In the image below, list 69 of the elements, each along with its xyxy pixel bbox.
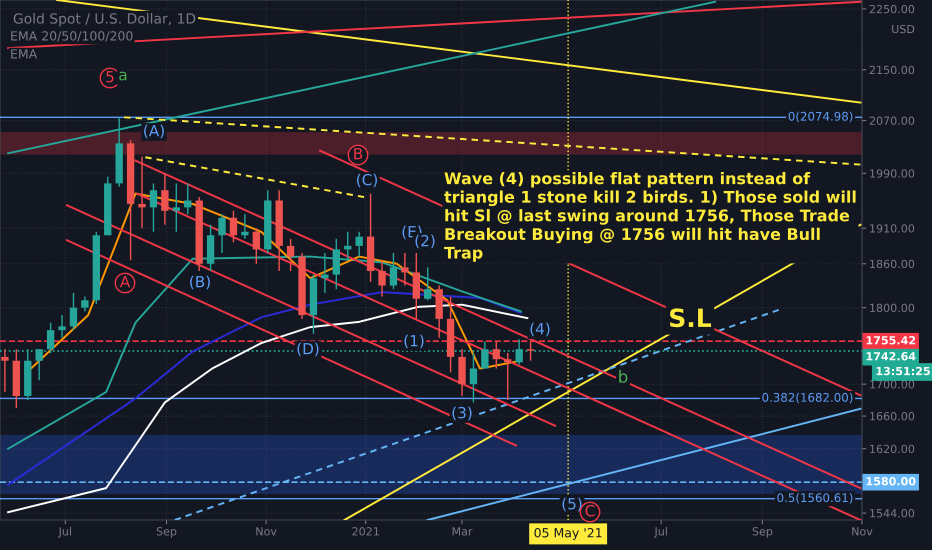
x-tick-label: Nov	[852, 527, 873, 536]
annotation: (1)	[404, 334, 424, 348]
candlestick	[355, 231, 363, 258]
text: Gold Spot / U.S. Dollar, 1D	[14, 13, 196, 26]
ref-line-label: 0.382(1682.00)	[762, 392, 852, 404]
candlestick	[286, 238, 294, 272]
ref-line-label: 0.5(1560.61)	[777, 493, 852, 504]
y-tick-label: 1910.00	[870, 224, 914, 233]
candlestick	[172, 182, 180, 232]
x-tick-label: 2021	[352, 527, 379, 536]
annotation: A	[120, 276, 130, 288]
candlestick	[218, 214, 226, 254]
annotation: (C)	[357, 174, 377, 188]
candlestick	[526, 340, 534, 362]
candlestick	[401, 252, 409, 286]
candlestick	[1, 348, 9, 393]
y-tick-label: 1860.00	[870, 260, 914, 268]
y-tick-label: 2150.00	[870, 66, 914, 74]
candlestick	[184, 182, 192, 215]
annotation: a	[119, 72, 126, 80]
x-tick-label: Sep	[752, 527, 772, 538]
candlestick	[252, 228, 260, 264]
candlestick	[161, 172, 169, 226]
y-tick-label: 2070.00	[870, 116, 914, 125]
annotation: S.L	[670, 308, 712, 328]
candlestick	[504, 352, 512, 401]
x-tick-label: Jul	[654, 526, 667, 538]
candlestick	[481, 340, 489, 370]
ref-line-label: 1580.00	[866, 477, 916, 486]
ref-line-label: 0(2074.98)	[788, 112, 852, 122]
text: USD	[892, 24, 914, 34]
y-tick-label: 1660.00	[870, 412, 914, 420]
annotation: (D)	[297, 342, 319, 356]
annotation: EMA 20/50/100/200	[11, 31, 133, 42]
ref-line-label: 1755.42	[866, 336, 916, 344]
candlestick	[492, 340, 500, 370]
annotation: B	[354, 148, 362, 160]
annotation: Wave (4) possible flat pattern instead of triangle 1 stone kill 2 birds. 1) Those sold will hit Sl @ last swing around 1756, Those Trade Breakout Buying @ 1756 will hit have Bull Trap	[444, 172, 856, 262]
candlestick	[378, 259, 386, 298]
annotation: (3)	[452, 406, 472, 420]
annotation: b	[619, 370, 628, 383]
y-tick-label: 1544.00	[870, 509, 914, 518]
annotation: (4)	[530, 322, 550, 336]
line-series	[7, 291, 522, 486]
annotation: (B)	[190, 276, 210, 290]
x-tick-label: Jul	[58, 526, 71, 538]
annotation: (A)	[144, 124, 164, 138]
y-tick-label: 1620.00	[870, 444, 914, 454]
x-tick-label: Sep	[156, 527, 176, 538]
candlestick	[230, 210, 238, 244]
candlestick	[424, 266, 432, 301]
x-tick-label: Nov	[256, 527, 277, 536]
annotation: EMA	[11, 49, 38, 58]
y-tick-label: 1990.00	[870, 169, 914, 178]
annotation: 5	[106, 71, 114, 82]
ref-line-label: 05 May '21	[534, 528, 602, 540]
candlestick	[81, 296, 89, 312]
candlestick	[150, 182, 158, 232]
text: 13:51:25	[876, 366, 930, 376]
annotation: (5)	[562, 498, 582, 512]
candlestick	[241, 214, 249, 240]
candlestick	[70, 292, 78, 331]
candlestick	[138, 156, 146, 229]
y-tick-label: 1800.00	[870, 304, 914, 312]
x-tick-label: Mar	[452, 527, 472, 536]
ref-line-label: 1742.64	[866, 352, 916, 360]
y-tick-label: 2250.00	[870, 4, 914, 14]
annotation: C	[586, 504, 595, 516]
line-series	[7, 304, 528, 514]
